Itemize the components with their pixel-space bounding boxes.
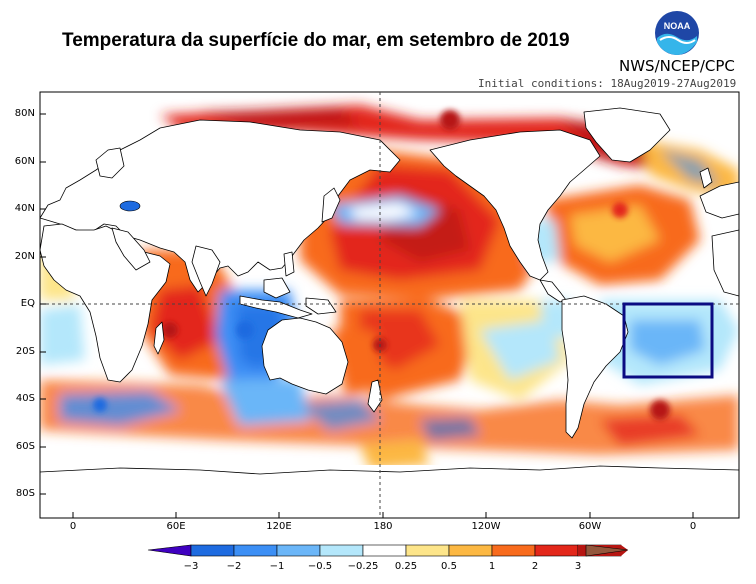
initial-conditions-label: Initial conditions: 18Aug2019-27Aug2019 [478, 77, 737, 90]
lat-label-40n: 40N [14, 203, 35, 214]
noaa-logo-text: NOAA [664, 21, 691, 31]
scandinavia-landmass [95, 147, 125, 179]
caspian-sea [119, 200, 141, 212]
britain-landmass [699, 167, 713, 189]
colorbar-label-p3: 3 [574, 561, 582, 572]
africa-east-edge [711, 229, 740, 297]
colorbar-label-p025: 0.25 [394, 561, 418, 572]
antarctica-landmass [39, 465, 740, 519]
colorbar-swatch-1 [190, 544, 235, 557]
australia-landmass [261, 317, 349, 395]
agency-label: NWS/NCEP/CPC [619, 57, 735, 75]
colorbar-swatch-6 [405, 544, 450, 557]
map-title: Temperatura da superfície do mar, em set… [62, 30, 570, 51]
colorbar [147, 544, 629, 557]
lat-label-80n: 80N [14, 108, 35, 119]
colorbar-label-p1: 1 [488, 561, 496, 572]
south-america-landmass [561, 295, 629, 439]
madagascar-landmass [153, 321, 165, 355]
north-america-landmass [429, 129, 601, 281]
colorbar-label-p2: 2 [531, 561, 539, 572]
lat-label-eq: EQ [20, 298, 35, 309]
philippines-landmass [283, 251, 295, 277]
land-masses [39, 107, 740, 519]
colorbar-swatch-7 [448, 544, 493, 557]
highlight-box [622, 302, 714, 379]
colorbar-swatch-4 [319, 544, 364, 557]
lon-label-0-west: 0 [69, 521, 77, 532]
lon-label-180: 180 [373, 521, 393, 532]
arabia-landmass [111, 227, 151, 271]
lat-label-60n: 60N [14, 156, 35, 167]
lon-label-0-east: 0 [689, 521, 697, 532]
lon-label-120e: 120E [266, 521, 292, 532]
lat-label-40s: 40S [15, 393, 35, 404]
borneo-landmass [263, 277, 291, 299]
colorbar-swatch-8 [491, 544, 536, 557]
colorbar-label-m05: −0.5 [307, 561, 333, 572]
map-frame [39, 91, 740, 519]
lon-label-120w: 120W [471, 521, 501, 532]
lon-label-60e: 60E [166, 521, 186, 532]
lat-label-20n: 20N [14, 251, 35, 262]
japan-landmass [321, 187, 341, 223]
indonesia-landmass [239, 295, 313, 319]
colorbar-swatch-11 [585, 544, 629, 557]
lat-label-20s: 20S [15, 346, 35, 357]
lon-label-60w: 60W [578, 521, 602, 532]
colorbar-swatch-5 [362, 544, 407, 557]
lat-label-60s: 60S [15, 441, 35, 452]
india-landmass [191, 245, 221, 297]
colorbar-swatch-3 [276, 544, 321, 557]
axis-ticks [40, 113, 694, 518]
nz-landmass [367, 379, 383, 413]
colorbar-label-m1: −1 [269, 561, 285, 572]
noaa-logo: NOAA [655, 11, 699, 55]
greenland-landmass [583, 107, 671, 163]
colorbar-label-m025: −0.25 [347, 561, 379, 572]
newguinea-landmass [305, 297, 337, 315]
colorbar-swatch-9 [534, 544, 579, 557]
colorbar-swatch-2 [233, 544, 278, 557]
colorbar-label-m2: −2 [226, 561, 242, 572]
colorbar-label-m3: −3 [183, 561, 199, 572]
colorbar-swatch-0 [147, 544, 192, 557]
colorbar-label-p05: 0.5 [441, 561, 457, 572]
eurasia-landmass [39, 119, 401, 293]
lat-label-80s: 80S [15, 488, 35, 499]
